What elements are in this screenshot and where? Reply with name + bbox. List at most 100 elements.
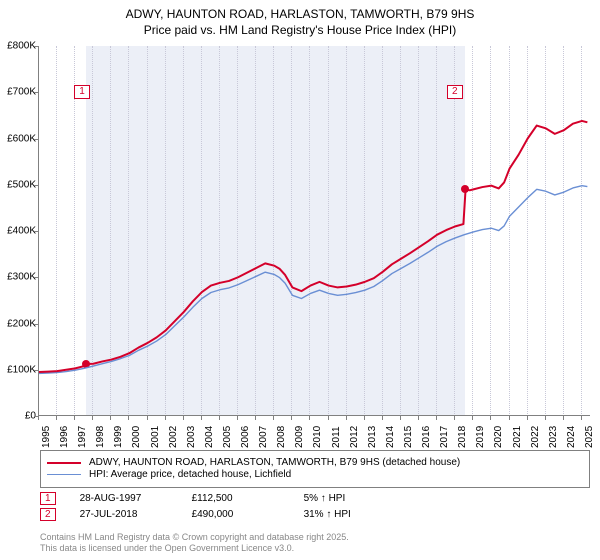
x-tick-label: 2019 [475, 426, 486, 448]
x-tick [273, 416, 274, 420]
x-tick-label: 2008 [276, 426, 287, 448]
title-line-1: ADWY, HAUNTON ROAD, HARLASTON, TAMWORTH,… [0, 6, 600, 22]
x-tick [436, 416, 437, 420]
x-tick-label: 1999 [113, 426, 124, 448]
y-tick-label: £600K [0, 133, 36, 144]
x-tick-label: 2012 [349, 426, 360, 448]
x-tick [472, 416, 473, 420]
x-tick-label: 2009 [294, 426, 305, 448]
x-tick-label: 2002 [168, 426, 179, 448]
x-tick-label: 2020 [493, 426, 504, 448]
x-tick-label: 2016 [421, 426, 432, 448]
x-tick-label: 2001 [150, 426, 161, 448]
x-tick [219, 416, 220, 420]
x-tick [291, 416, 292, 420]
x-tick [74, 416, 75, 420]
series-line-price_paid [39, 121, 587, 372]
x-tick [509, 416, 510, 420]
x-tick-label: 1997 [77, 426, 88, 448]
legend-row-hpi: HPI: Average price, detached house, Lich… [47, 469, 583, 480]
x-tick [92, 416, 93, 420]
sales-row-date: 27-JUL-2018 [80, 509, 168, 520]
legend-label-price-paid: ADWY, HAUNTON ROAD, HARLASTON, TAMWORTH,… [89, 457, 460, 468]
x-tick-label: 2010 [312, 426, 323, 448]
title-line-2: Price paid vs. HM Land Registry's House … [0, 22, 600, 38]
y-tick-label: £0 [0, 411, 36, 422]
x-tick [237, 416, 238, 420]
x-tick-label: 2004 [204, 426, 215, 448]
x-tick-label: 2024 [566, 426, 577, 448]
x-tick [128, 416, 129, 420]
x-tick-label: 2023 [548, 426, 559, 448]
x-tick [183, 416, 184, 420]
y-tick-label: £200K [0, 318, 36, 329]
x-tick [581, 416, 582, 420]
y-tick [34, 416, 38, 417]
x-tick-label: 1998 [95, 426, 106, 448]
x-tick-label: 2021 [512, 426, 523, 448]
x-tick-label: 1996 [59, 426, 70, 448]
x-tick [400, 416, 401, 420]
sales-row-index: 2 [40, 508, 56, 521]
sales-row: 2 27-JUL-2018 £490,000 31% ↑ HPI [40, 506, 392, 522]
y-tick-label: £800K [0, 41, 36, 52]
x-tick [328, 416, 329, 420]
x-tick [454, 416, 455, 420]
x-tick-label: 2006 [240, 426, 251, 448]
x-tick [309, 416, 310, 420]
x-tick [147, 416, 148, 420]
y-tick-label: £100K [0, 364, 36, 375]
x-tick-label: 2005 [222, 426, 233, 448]
y-tick-label: £300K [0, 272, 36, 283]
sales-row-hpi-delta: 31% ↑ HPI [304, 509, 392, 520]
x-tick [255, 416, 256, 420]
x-tick-label: 2022 [530, 426, 541, 448]
y-tick-label: £700K [0, 87, 36, 98]
x-tick-label: 1995 [41, 426, 52, 448]
sales-row-hpi-delta: 5% ↑ HPI [304, 493, 392, 504]
x-tick [490, 416, 491, 420]
x-tick [545, 416, 546, 420]
chart-plot-area [38, 46, 590, 416]
x-tick [38, 416, 39, 420]
sales-row: 1 28-AUG-1997 £112,500 5% ↑ HPI [40, 490, 392, 506]
x-tick [527, 416, 528, 420]
legend-box: ADWY, HAUNTON ROAD, HARLASTON, TAMWORTH,… [40, 450, 590, 488]
x-tick [418, 416, 419, 420]
x-tick-label: 2013 [367, 426, 378, 448]
legend-swatch-price-paid [47, 462, 81, 464]
legend-swatch-hpi [47, 474, 81, 475]
sales-row-price: £490,000 [192, 509, 280, 520]
x-tick [201, 416, 202, 420]
y-tick-label: £400K [0, 226, 36, 237]
footer-line-2: This data is licensed under the Open Gov… [40, 543, 349, 554]
x-tick-label: 2014 [385, 426, 396, 448]
legend-label-hpi: HPI: Average price, detached house, Lich… [89, 469, 291, 480]
x-tick-label: 2003 [186, 426, 197, 448]
footer-line-1: Contains HM Land Registry data © Crown c… [40, 532, 349, 543]
sales-row-index: 1 [40, 492, 56, 505]
sales-table: 1 28-AUG-1997 £112,500 5% ↑ HPI 2 27-JUL-2018… [40, 490, 392, 522]
sales-row-date: 28-AUG-1997 [80, 493, 168, 504]
sales-row-price: £112,500 [192, 493, 280, 504]
series-line-hpi [39, 186, 587, 374]
x-tick-label: 2000 [131, 426, 142, 448]
x-tick [110, 416, 111, 420]
x-tick-label: 2025 [584, 426, 595, 448]
x-tick-label: 2017 [439, 426, 450, 448]
x-tick [346, 416, 347, 420]
x-tick-label: 2018 [457, 426, 468, 448]
chart-series-svg [39, 46, 591, 416]
chart-title: ADWY, HAUNTON ROAD, HARLASTON, TAMWORTH,… [0, 0, 600, 38]
x-tick [56, 416, 57, 420]
x-tick-label: 2007 [258, 426, 269, 448]
footer-attribution: Contains HM Land Registry data © Crown c… [40, 532, 349, 555]
x-tick [382, 416, 383, 420]
y-tick-label: £500K [0, 179, 36, 190]
x-tick [165, 416, 166, 420]
x-tick [563, 416, 564, 420]
x-tick [364, 416, 365, 420]
x-tick-label: 2015 [403, 426, 414, 448]
legend-row-price-paid: ADWY, HAUNTON ROAD, HARLASTON, TAMWORTH,… [47, 457, 583, 468]
x-tick-label: 2011 [331, 426, 342, 448]
